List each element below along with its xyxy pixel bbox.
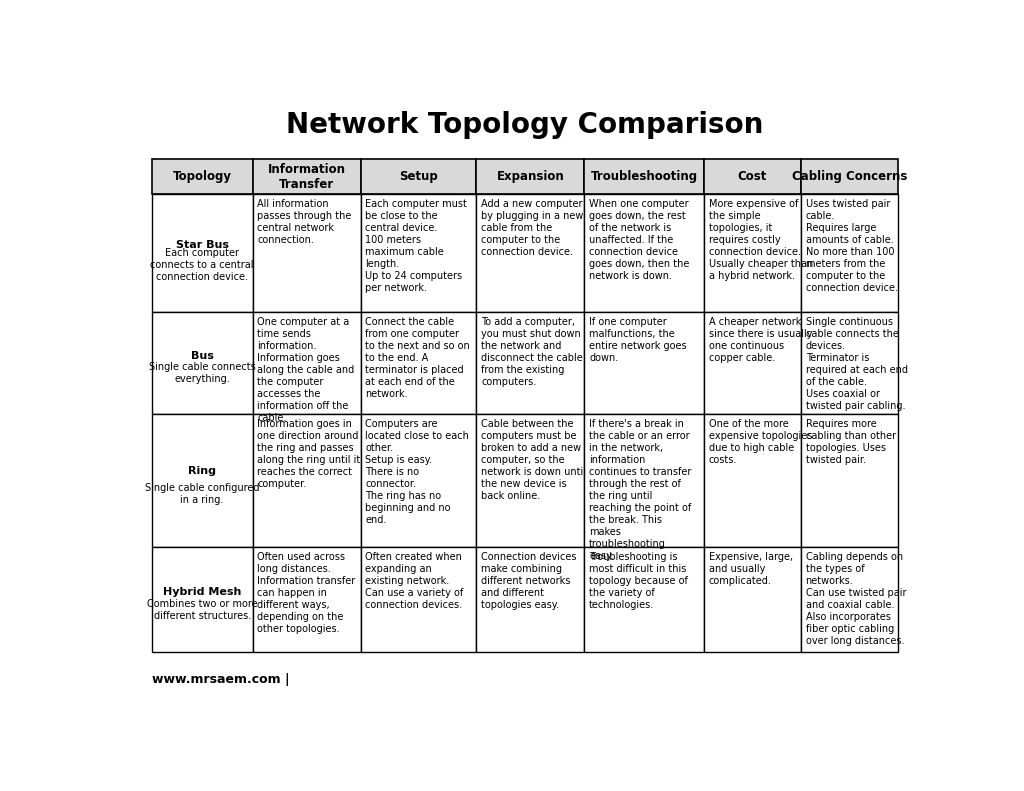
Bar: [360, 312, 476, 414]
Text: www.mrsaem.com |: www.mrsaem.com |: [152, 672, 290, 686]
Bar: [585, 195, 703, 312]
Text: All information
passes through the
central network
connection.: All information passes through the centr…: [257, 199, 351, 245]
Text: Cost: Cost: [737, 170, 767, 183]
Text: Computers are
located close to each
other.
Setup is easy.
There is no
connector.: Computers are located close to each othe…: [366, 418, 469, 524]
Bar: [152, 547, 253, 653]
Text: Single continuous
cable connects the
devices.
Terminator is
required at each end: Single continuous cable connects the dev…: [806, 316, 907, 411]
Bar: [253, 195, 360, 312]
Bar: [703, 312, 801, 414]
Bar: [360, 195, 476, 312]
Text: A cheaper network
since there is usually
one continuous
copper cable.: A cheaper network since there is usually…: [709, 316, 812, 363]
Bar: [585, 312, 703, 414]
Bar: [585, 159, 703, 195]
Bar: [476, 312, 585, 414]
Text: Setup: Setup: [399, 170, 438, 183]
Bar: [360, 159, 476, 195]
Text: Connect the cable
from one computer
to the next and so on
to the end. A
terminat: Connect the cable from one computer to t…: [366, 316, 470, 399]
Text: One of the more
expensive topologies
due to high cable
costs.: One of the more expensive topologies due…: [709, 418, 812, 464]
Text: Expensive, large,
and usually
complicated.: Expensive, large, and usually complicate…: [709, 552, 793, 586]
Bar: [703, 195, 801, 312]
Text: Often used across
long distances.
Information transfer
can happen in
different w: Often used across long distances. Inform…: [257, 552, 355, 634]
Bar: [152, 159, 253, 195]
Bar: [801, 414, 898, 547]
Bar: [152, 312, 253, 414]
Bar: [703, 414, 801, 547]
Text: Each computer must
be close to the
central device.
100 meters
maximum cable
leng: Each computer must be close to the centr…: [366, 199, 467, 293]
Text: To add a computer,
you must shut down
the network and
disconnect the cable
from : To add a computer, you must shut down th…: [481, 316, 583, 387]
Bar: [152, 195, 253, 312]
Bar: [476, 547, 585, 653]
Bar: [253, 414, 360, 547]
Text: Troubleshooting is
most difficult in this
topology because of
the variety of
tec: Troubleshooting is most difficult in thi…: [589, 552, 688, 610]
Text: Uses twisted pair
cable.
Requires large
amounts of cable.
No more than 100
meter: Uses twisted pair cable. Requires large …: [806, 199, 898, 293]
Text: Add a new computer
by plugging in a new
cable from the
computer to the
connectio: Add a new computer by plugging in a new …: [481, 199, 584, 257]
Bar: [703, 159, 801, 195]
Text: One computer at a
time sends
information.
Information goes
along the cable and
t: One computer at a time sends information…: [257, 316, 354, 422]
Text: More expensive of
the simple
topologies, it
requires costly
connection device.
U: More expensive of the simple topologies,…: [709, 199, 813, 281]
Bar: [360, 547, 476, 653]
Bar: [476, 195, 585, 312]
Text: Bus: Bus: [190, 350, 214, 361]
Text: Cabling Concerns: Cabling Concerns: [792, 170, 907, 183]
Bar: [585, 547, 703, 653]
Text: If one computer
malfunctions, the
entire network goes
down.: If one computer malfunctions, the entire…: [589, 316, 687, 363]
Text: Single cable connects
everything.: Single cable connects everything.: [148, 362, 256, 384]
Text: Hybrid Mesh: Hybrid Mesh: [163, 588, 242, 597]
Text: Cable between the
computers must be
broken to add a new
computer, so the
network: Cable between the computers must be brok…: [481, 418, 586, 501]
Bar: [801, 312, 898, 414]
Bar: [801, 159, 898, 195]
Bar: [585, 414, 703, 547]
Text: Troubleshooting: Troubleshooting: [591, 170, 697, 183]
Text: Ring: Ring: [188, 466, 216, 476]
Text: Network Topology Comparison: Network Topology Comparison: [286, 112, 764, 139]
Text: If there's a break in
the cable or an error
in the network,
information
continue: If there's a break in the cable or an er…: [589, 418, 691, 561]
Bar: [476, 159, 585, 195]
Bar: [253, 547, 360, 653]
Bar: [152, 414, 253, 547]
Bar: [801, 195, 898, 312]
Bar: [801, 547, 898, 653]
Bar: [253, 159, 360, 195]
Bar: [253, 312, 360, 414]
Text: When one computer
goes down, the rest
of the network is
unaffected. If the
conne: When one computer goes down, the rest of…: [589, 199, 689, 281]
Text: Connection devices
make combining
different networks
and different
topologies ea: Connection devices make combining differ…: [481, 552, 577, 610]
Text: Cabling depends on
the types of
networks.
Can use twisted pair
and coaxial cable: Cabling depends on the types of networks…: [806, 552, 906, 646]
Bar: [703, 547, 801, 653]
Text: Information
Transfer: Information Transfer: [267, 162, 345, 191]
Text: Often created when
expanding an
existing network.
Can use a variety of
connectio: Often created when expanding an existing…: [366, 552, 464, 610]
Bar: [476, 414, 585, 547]
Text: Combines two or more
different structures.: Combines two or more different structure…: [146, 600, 257, 621]
Text: Single cable configured
in a ring.: Single cable configured in a ring.: [145, 483, 259, 505]
Text: Information goes in
one direction around
the ring and passes
along the ring unti: Information goes in one direction around…: [257, 418, 360, 489]
Text: Requires more
cabling than other
topologies. Uses
twisted pair.: Requires more cabling than other topolog…: [806, 418, 896, 464]
Text: Star Bus: Star Bus: [176, 240, 228, 250]
Text: Each computer
connects to a central
connection device.: Each computer connects to a central conn…: [151, 248, 254, 282]
Bar: [360, 414, 476, 547]
Text: Expansion: Expansion: [497, 170, 564, 183]
Text: Topology: Topology: [173, 170, 231, 183]
